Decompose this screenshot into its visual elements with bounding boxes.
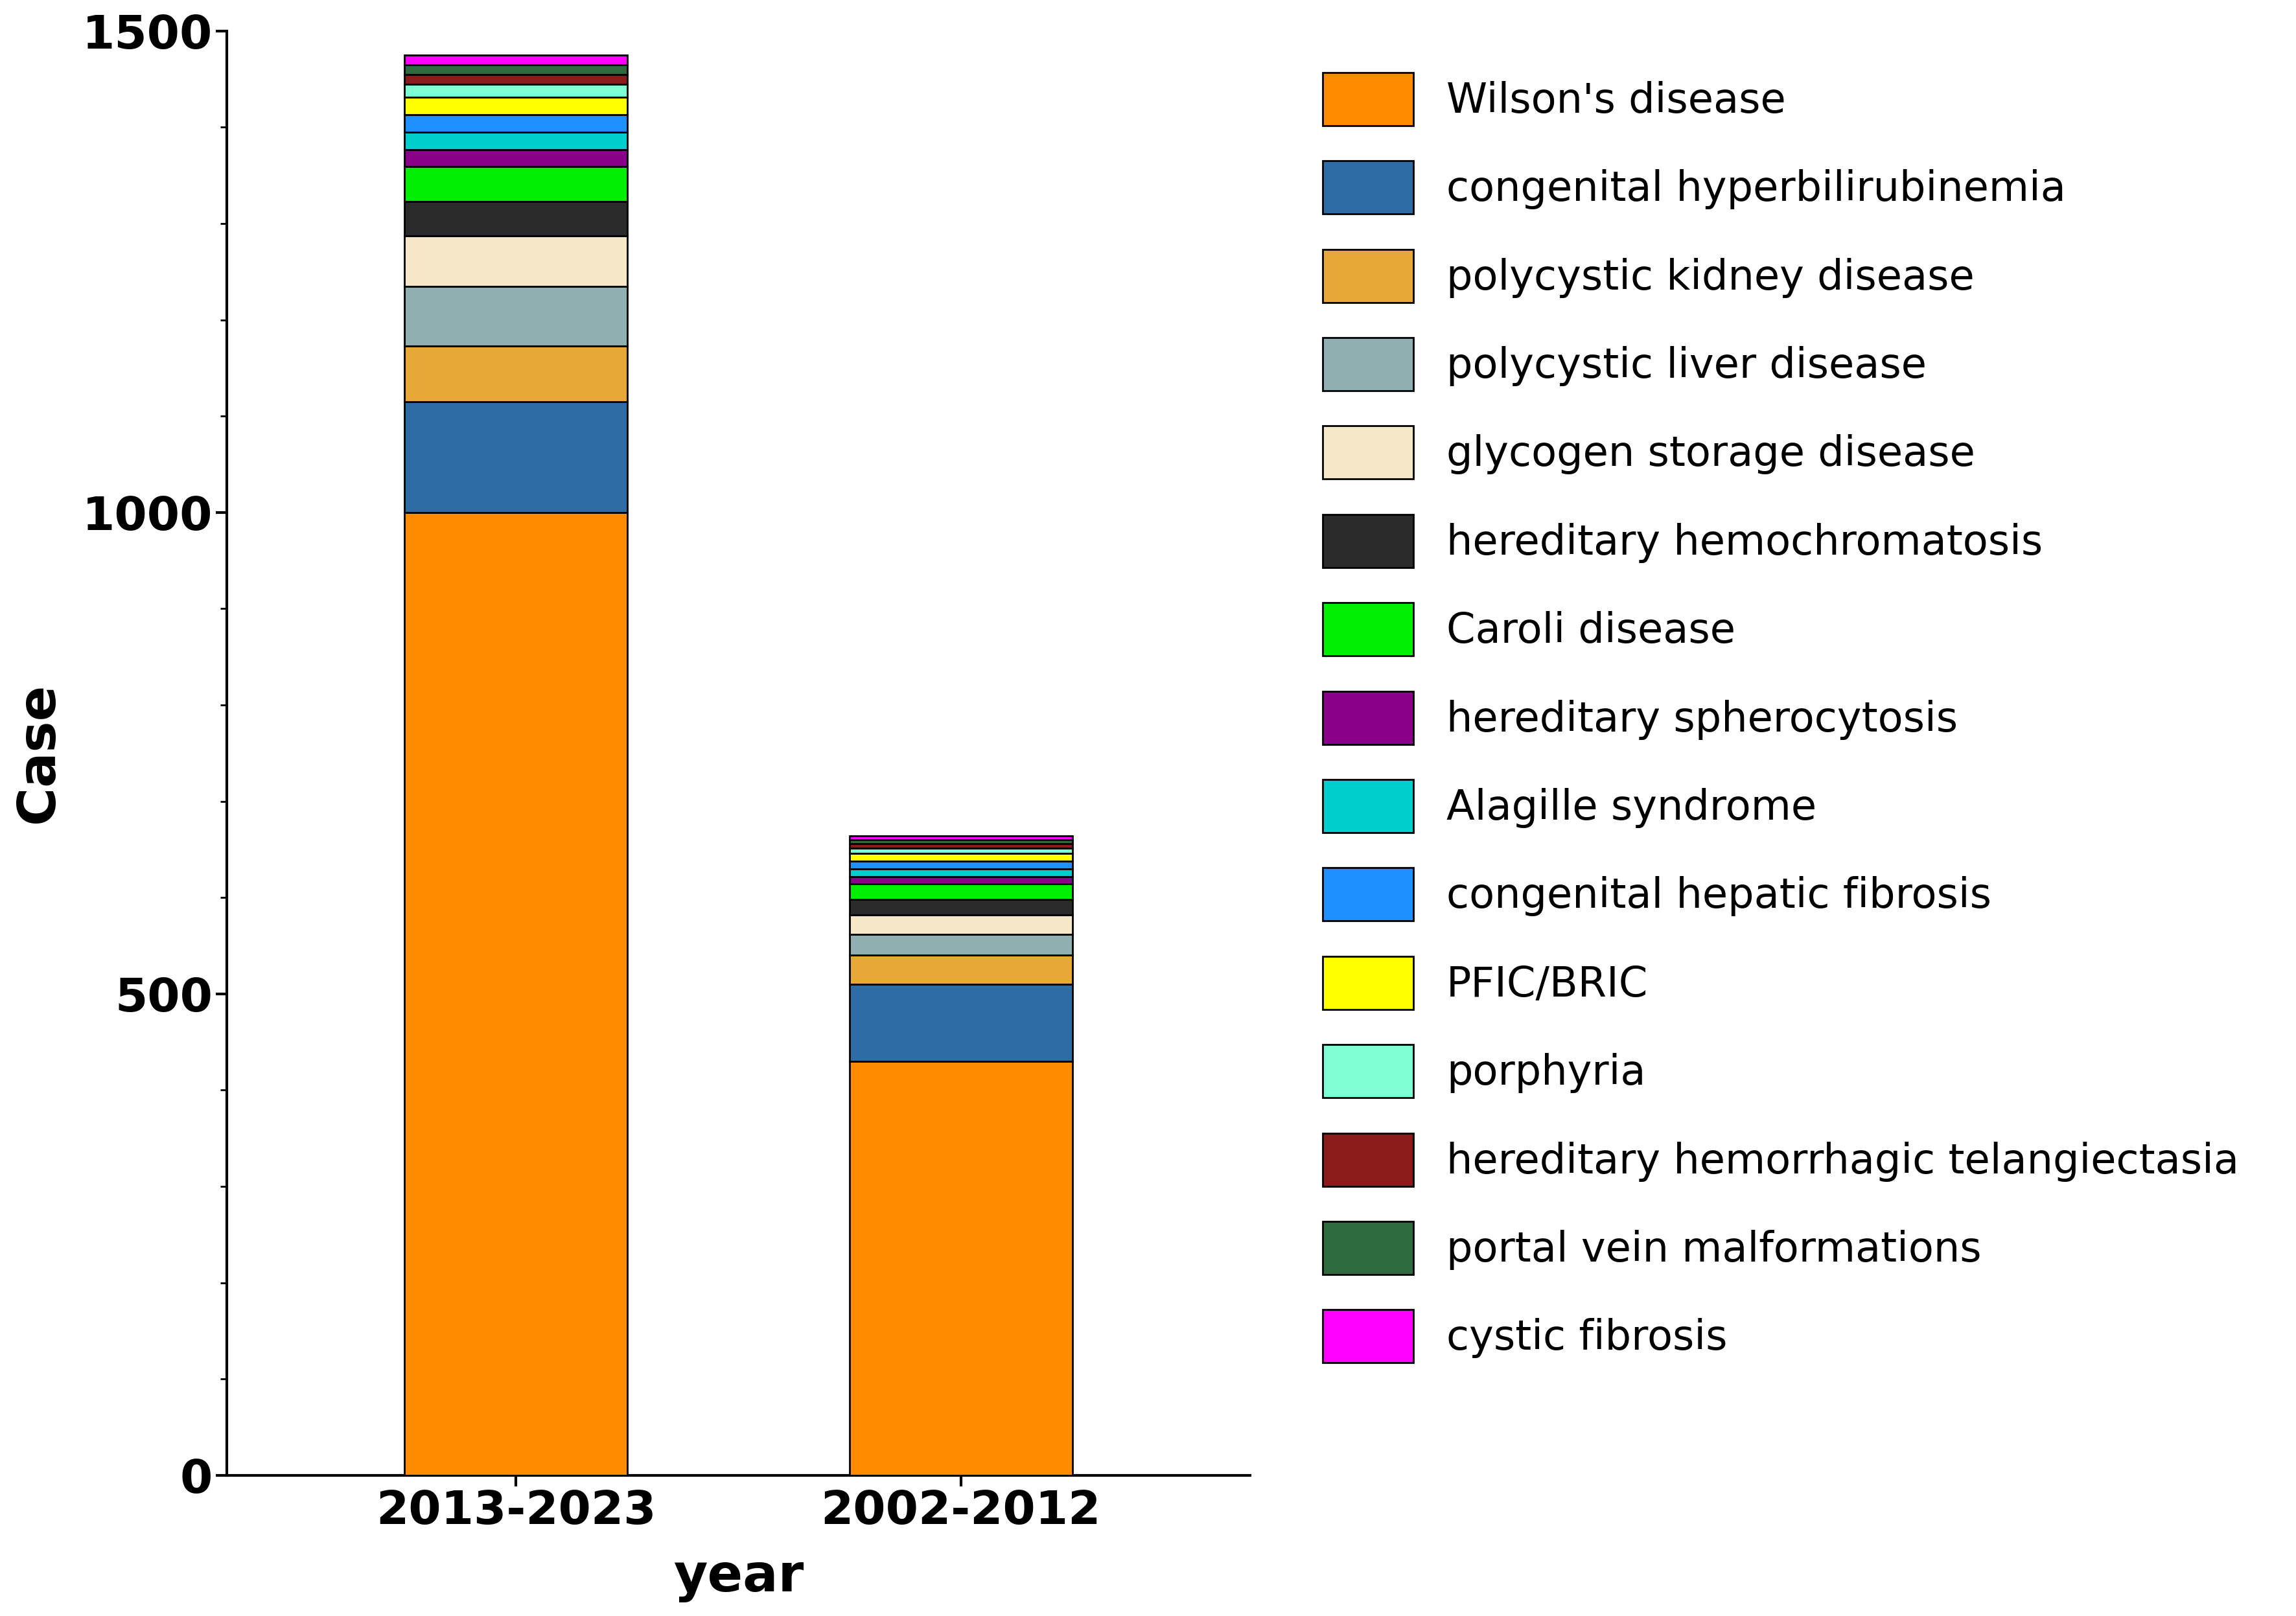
Bar <box>404 55 627 65</box>
Bar <box>404 65 627 74</box>
Y-axis label: Case: Case <box>14 684 64 823</box>
Bar <box>850 848 1072 853</box>
Bar <box>850 915 1072 934</box>
Bar <box>850 900 1072 915</box>
Bar <box>850 884 1072 900</box>
Bar <box>850 934 1072 955</box>
Bar <box>404 149 627 166</box>
Bar <box>404 346 627 402</box>
Bar <box>850 840 1072 844</box>
Bar <box>404 202 627 236</box>
Bar <box>404 236 627 286</box>
Bar <box>850 853 1072 861</box>
Bar <box>404 512 627 1475</box>
X-axis label: year: year <box>673 1551 804 1603</box>
Bar <box>404 115 627 133</box>
Bar <box>404 166 627 202</box>
Bar <box>850 876 1072 884</box>
Bar <box>404 133 627 149</box>
Bar <box>850 844 1072 848</box>
Bar <box>404 74 627 84</box>
Legend: Wilson's disease, congenital hyperbilirubinemia, polycystic kidney disease, poly: Wilson's disease, congenital hyperbiliru… <box>1302 52 2259 1383</box>
Bar <box>404 84 627 97</box>
Bar <box>850 835 1072 840</box>
Bar <box>850 861 1072 869</box>
Bar <box>850 1062 1072 1475</box>
Bar <box>404 97 627 115</box>
Bar <box>850 984 1072 1062</box>
Bar <box>850 869 1072 876</box>
Bar <box>404 402 627 512</box>
Bar <box>850 955 1072 984</box>
Bar <box>404 286 627 346</box>
